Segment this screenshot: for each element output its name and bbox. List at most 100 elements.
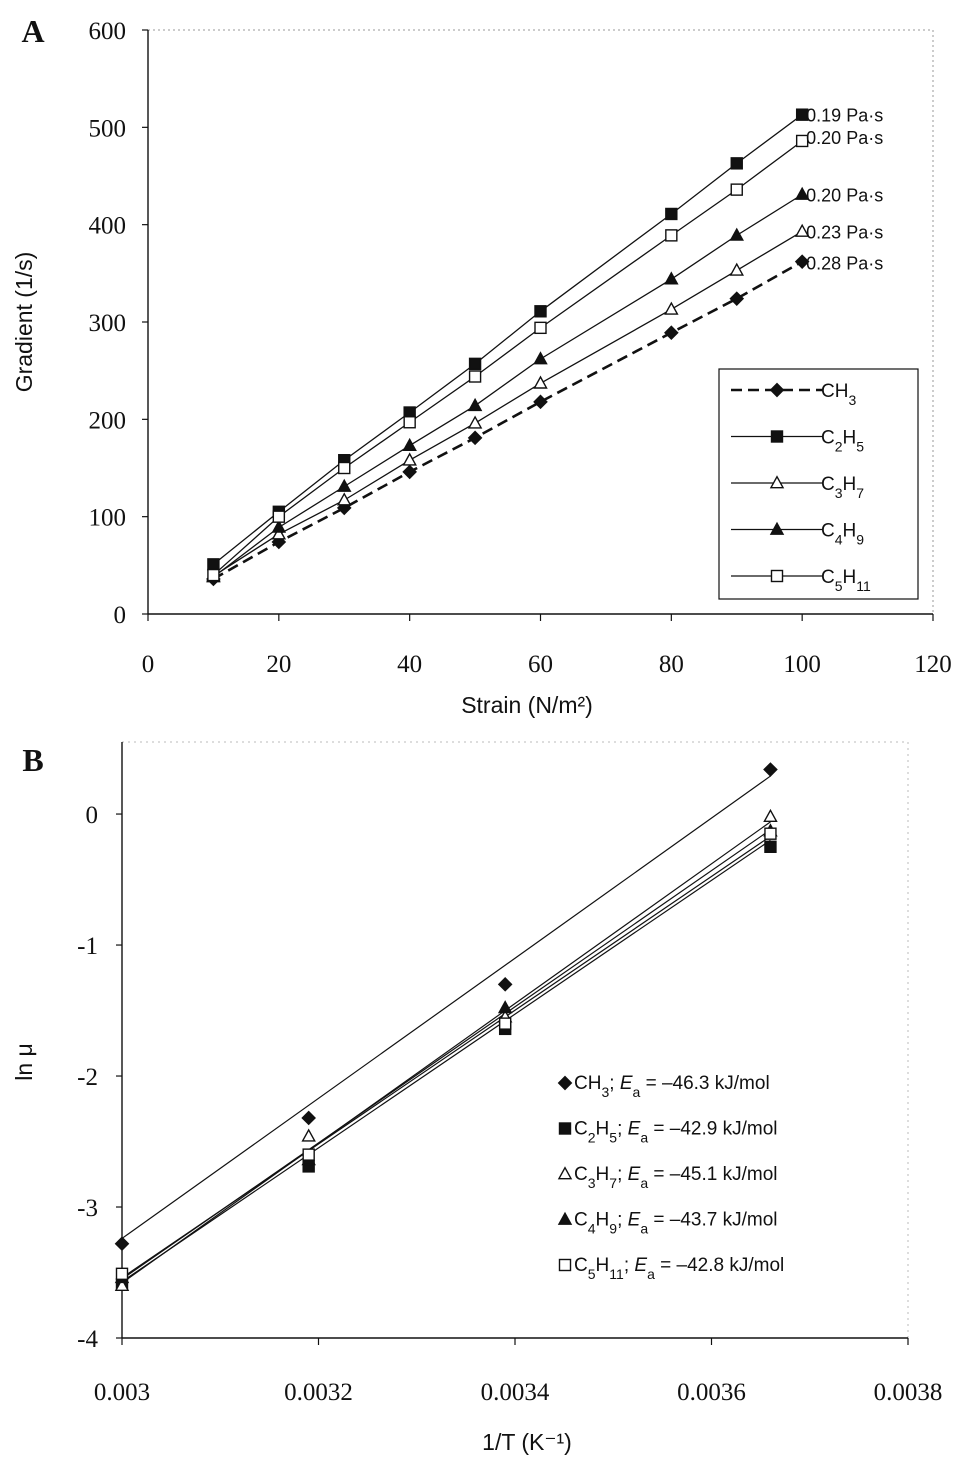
data-point xyxy=(730,183,743,196)
legend: CH3 C2H5 C3H7 C4H9 C5H11 xyxy=(718,368,919,600)
trendline xyxy=(121,839,771,1283)
legend-label: CH3; Ea = –46.3 kJ/mol xyxy=(574,1073,770,1100)
series-line xyxy=(213,230,803,577)
data-point xyxy=(467,397,483,412)
data-point xyxy=(302,1148,315,1161)
y-tick-label: 500 xyxy=(89,115,127,142)
panel-a: 0 100 200 300 400 500 600 0 20 40 60 80 100 120 Strain… xyxy=(11,13,952,718)
data-point xyxy=(764,827,777,840)
y-axis-title: ln μ xyxy=(11,1043,37,1081)
legend-box xyxy=(718,368,919,600)
legend-marker xyxy=(557,1075,573,1091)
data-point xyxy=(207,558,220,571)
legend: CH3; Ea = –46.3 kJ/mol C2H5; Ea = –42.9 k… xyxy=(557,1073,784,1282)
series-line xyxy=(212,260,803,581)
panel-b: -4 -3 -2 -1 0 0.003 0.0032 0.0034 0.0036 0.0038 1/… xyxy=(11,741,942,1455)
data-point xyxy=(114,1236,130,1252)
data-point xyxy=(115,1267,129,1281)
legend-marker xyxy=(558,1122,572,1135)
series-line xyxy=(213,193,803,578)
series-end-label: 0.20 Pa·s xyxy=(806,185,883,205)
data-point xyxy=(272,510,286,523)
y-tick-label: 200 xyxy=(89,407,127,434)
series-end-label: 0.28 Pa·s xyxy=(806,254,883,274)
series-end-label: 0.23 Pa·s xyxy=(806,222,883,242)
series-line xyxy=(213,114,803,565)
data-point xyxy=(794,254,810,269)
data-point xyxy=(534,305,547,318)
legend-label: CH3 xyxy=(821,381,856,408)
data-point xyxy=(794,223,810,237)
legend-label: C4H9; Ea = –43.7 kJ/mol xyxy=(574,1210,777,1237)
x-tick-label: 100 xyxy=(783,651,821,678)
legend-marker xyxy=(557,1166,573,1180)
x-tick-label: 80 xyxy=(659,651,684,678)
data-point xyxy=(497,1000,513,1014)
y-tick-label: 0 xyxy=(86,802,99,829)
data-point xyxy=(534,321,547,335)
data-point xyxy=(763,808,778,823)
data-point xyxy=(729,262,744,276)
x-axis-title: Strain (N/m²) xyxy=(461,692,593,718)
data-point xyxy=(764,840,777,853)
legend-marker xyxy=(558,1258,572,1272)
data-point xyxy=(533,375,548,389)
data-point xyxy=(794,186,810,200)
data-point xyxy=(665,207,678,221)
data-point xyxy=(271,519,287,533)
x-tick-label: 120 xyxy=(914,651,952,678)
legend-marker xyxy=(769,521,785,535)
y-tick-label: 600 xyxy=(89,18,127,45)
series-end-label: 0.20 Pa·s xyxy=(806,128,883,148)
x-axis-title: 1/T (K⁻¹) xyxy=(482,1429,572,1455)
x-tick-label: 0.0036 xyxy=(677,1379,746,1406)
data-point xyxy=(729,291,745,306)
legend-marker xyxy=(557,1211,573,1225)
data-point xyxy=(664,325,679,341)
x-tick-label: 0 xyxy=(142,651,155,678)
data-point xyxy=(338,461,351,475)
legend-marker xyxy=(770,569,784,583)
x-tick-label: 0.0034 xyxy=(481,1379,550,1406)
y-tick-label: -1 xyxy=(77,933,98,960)
legend-label: C5H11; Ea = –42.8 kJ/mol xyxy=(574,1255,784,1282)
trendline xyxy=(121,821,771,1284)
y-tick-label: -4 xyxy=(77,1326,98,1353)
data-point xyxy=(301,1128,316,1142)
data-point xyxy=(664,271,679,285)
data-point xyxy=(337,478,352,492)
data-point xyxy=(729,227,744,241)
x-tick-label: 0.003 xyxy=(94,1379,150,1406)
data-point xyxy=(533,394,548,410)
data-point xyxy=(730,157,743,170)
data-point xyxy=(402,464,417,480)
legend-label: C2H5 xyxy=(821,428,864,455)
legend-label: C3H7; Ea = –45.1 kJ/mol xyxy=(574,1164,777,1191)
x-tick-label: 20 xyxy=(266,651,291,678)
legend-label: C4H9 xyxy=(821,521,864,548)
legend-label: C5H11 xyxy=(821,567,871,594)
data-point xyxy=(498,1017,512,1030)
legend-marker xyxy=(769,475,785,489)
data-point xyxy=(664,301,679,315)
y-tick-label: -2 xyxy=(77,1064,98,1091)
y-axis-title: Gradient (1/s) xyxy=(11,252,37,393)
data-point xyxy=(468,370,482,383)
y-tick-label: -3 xyxy=(77,1195,98,1222)
data-point xyxy=(467,415,483,429)
data-point xyxy=(795,108,809,121)
legend-label: C2H5; Ea = –42.9 kJ/mol xyxy=(574,1119,777,1146)
data-point xyxy=(795,134,809,148)
series-line xyxy=(212,140,803,576)
series-end-label: 0.19 Pa·s xyxy=(806,106,883,126)
legend-marker xyxy=(769,382,785,398)
data-point xyxy=(337,492,352,506)
legend-label: C3H7 xyxy=(821,474,864,501)
panel-label: A xyxy=(21,13,44,49)
data-point xyxy=(665,229,678,242)
data-point xyxy=(271,526,287,540)
data-point xyxy=(467,430,483,446)
data-point xyxy=(301,1110,316,1126)
legend-marker xyxy=(770,430,784,443)
